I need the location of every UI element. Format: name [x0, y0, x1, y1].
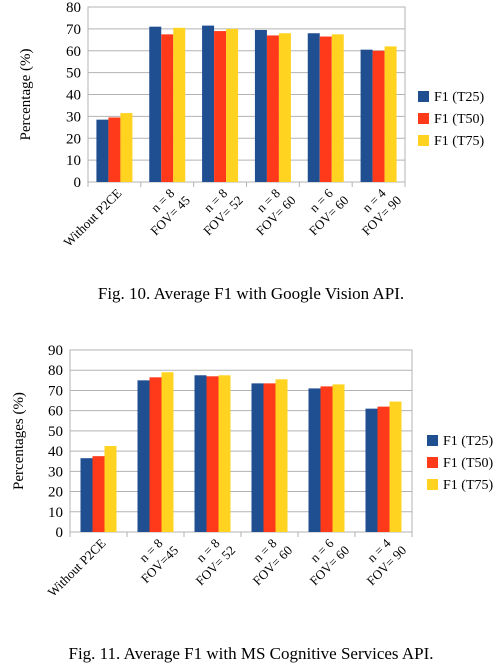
bar [278, 33, 291, 182]
y-tick-label: 20 [66, 131, 81, 147]
bar [319, 36, 332, 182]
y-tick-label: 80 [48, 363, 63, 379]
bar [137, 380, 150, 532]
figure-11-caption: Fig. 11. Average F1 with MS Cognitive Se… [68, 644, 434, 663]
x-category-label: n = 8FOV= 45 [136, 181, 193, 238]
bar [251, 383, 264, 532]
y-tick-label: 60 [66, 44, 81, 60]
x-category-label: n = 8FOV= 60 [242, 181, 299, 238]
legend-label: F1 (T75) [434, 134, 485, 149]
x-category-label-line: Without P2CE [44, 535, 108, 599]
legend-swatch [418, 91, 429, 102]
y-tick-label: 0 [56, 525, 64, 541]
y-tick-label: 20 [48, 485, 63, 501]
legend-label: F1 (T75) [443, 478, 494, 493]
legend-label: F1 (T50) [434, 112, 485, 127]
x-category-label-line: Without P2CE [60, 185, 124, 249]
bar [308, 388, 321, 532]
bar [104, 446, 117, 532]
bar [331, 34, 344, 182]
legend-label: F1 (T25) [443, 434, 494, 449]
y-tick-label: 90 [48, 343, 63, 359]
bar [372, 50, 385, 182]
bar [206, 376, 219, 532]
bar [92, 456, 105, 532]
bar [218, 375, 231, 532]
bar [120, 113, 133, 182]
bar [263, 383, 276, 532]
x-category-label: n = 6FOV= 60 [295, 531, 352, 588]
bar [360, 49, 373, 182]
x-category-label: Without P2CE [60, 185, 124, 249]
bar [161, 372, 174, 532]
legend-swatch [418, 113, 429, 124]
y-tick-label: 50 [66, 66, 81, 82]
bar [149, 377, 162, 532]
y-axis-label: Percentage (%) [18, 48, 34, 140]
legend-swatch [427, 479, 438, 490]
bar [320, 386, 333, 532]
bar [254, 29, 267, 182]
bar [202, 25, 215, 182]
x-category-label: n = 8FOV= 52 [189, 181, 246, 238]
bar [161, 34, 174, 182]
x-category-label: Without P2CE [44, 535, 108, 599]
bar [275, 379, 288, 532]
bar [194, 375, 207, 532]
x-category-label: n = 8FOV= 52 [181, 531, 238, 588]
y-tick-label: 10 [66, 153, 81, 169]
bar [149, 26, 162, 182]
y-tick-label: 50 [48, 424, 63, 440]
chart-ms-cognitive: 0 10 20 30 40 50 60 70 80 90 Without P2CE n = 8FOV=… [11, 343, 494, 600]
y-tick-label: 10 [48, 505, 63, 521]
legend-swatch [427, 435, 438, 446]
bar [173, 27, 186, 182]
y-tick-label: 0 [74, 175, 82, 191]
plot-frame [69, 349, 413, 533]
x-category-label: n = 4FOV= 90 [352, 531, 409, 588]
bar [80, 458, 93, 532]
x-category-label: n = 6FOV= 60 [294, 181, 351, 238]
y-tick-label: 60 [48, 404, 63, 420]
bar [108, 117, 121, 182]
legend-label: F1 (T50) [443, 456, 494, 471]
y-tick-label: 70 [66, 22, 81, 38]
legend-swatch [427, 457, 438, 468]
y-tick-label: 30 [66, 109, 81, 125]
bar [389, 401, 402, 532]
y-tick-label: 70 [48, 383, 63, 399]
bar [365, 408, 378, 532]
bar [377, 406, 390, 532]
legend-swatch [418, 135, 429, 146]
x-category-label: n = 8FOV=45 [126, 531, 181, 586]
bar [226, 28, 239, 182]
bar [266, 35, 279, 182]
bar [214, 31, 227, 182]
y-tick-label: 40 [66, 88, 81, 104]
x-category-label: n = 8FOV= 60 [238, 531, 295, 588]
bar [307, 33, 320, 182]
bar [384, 46, 397, 182]
y-tick-label: 80 [66, 0, 81, 16]
y-tick-label: 30 [48, 464, 63, 480]
bar [332, 384, 345, 532]
bar [96, 119, 109, 182]
figure-10-caption: Fig. 10. Average F1 with Google Vision A… [97, 284, 405, 303]
y-tick-label: 40 [48, 444, 63, 460]
chart-google-vision: 0 10 20 30 40 50 60 70 80 Without P2CE n = 8FOV= 4… [18, 0, 485, 250]
x-category-label: n = 4FOV= 90 [347, 181, 404, 238]
y-axis-label: Percentages (%) [11, 392, 27, 490]
legend-label: F1 (T25) [434, 90, 485, 105]
